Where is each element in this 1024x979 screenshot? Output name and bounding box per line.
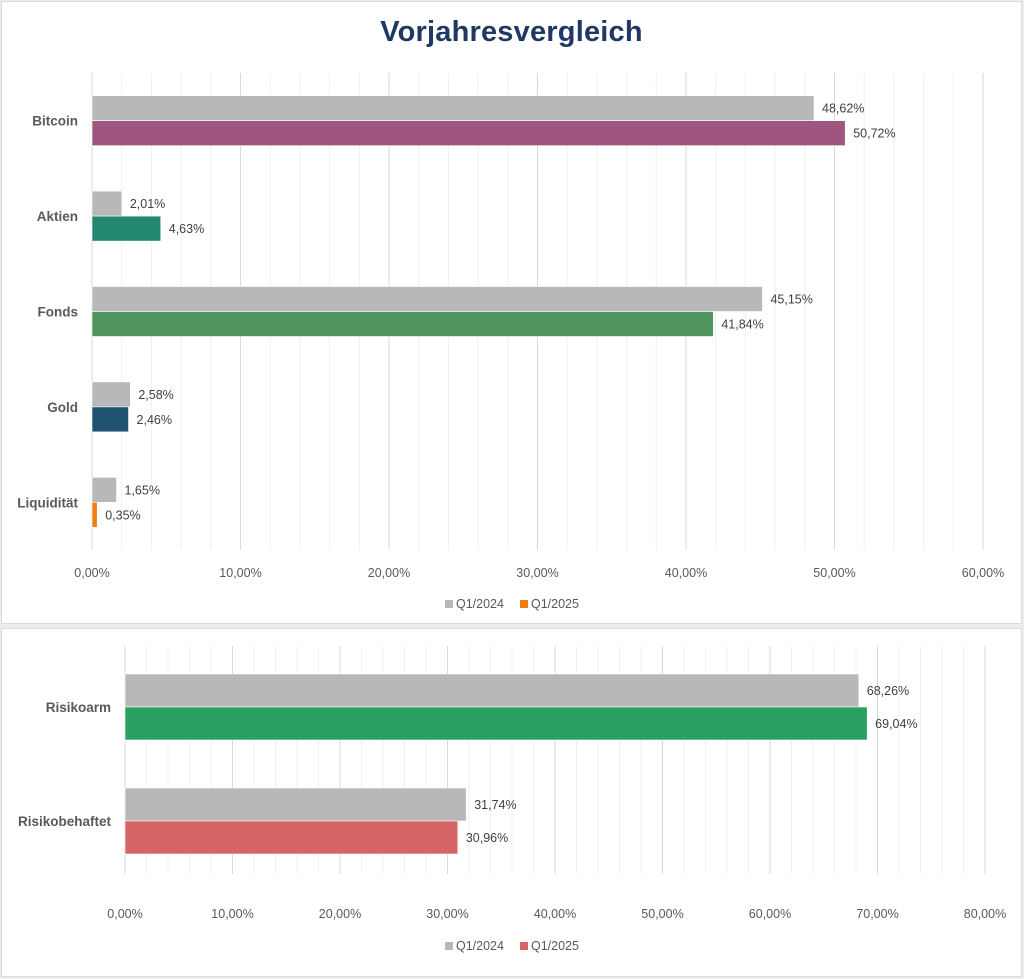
data-label: 69,04% bbox=[875, 717, 917, 731]
chart-card-allocation: Vorjahresvergleich Bitcoin 48,62% 50,72% Ak… bbox=[1, 1, 1022, 624]
x-tick-label: 40,00% bbox=[665, 566, 707, 580]
data-label: 30,96% bbox=[466, 831, 508, 845]
x-tick-label: 30,00% bbox=[426, 907, 468, 921]
x-tick-label: 50,00% bbox=[641, 907, 683, 921]
data-label: 50,72% bbox=[853, 127, 895, 141]
data-label: 2,01% bbox=[130, 197, 165, 211]
category-label: Bitcoin bbox=[32, 114, 78, 129]
bar-q1-2025 bbox=[91, 406, 129, 433]
legend-swatch bbox=[445, 600, 453, 608]
x-tick-label: 20,00% bbox=[368, 566, 410, 580]
data-label: 31,74% bbox=[474, 798, 516, 812]
legend-label: Q1/2025 bbox=[531, 939, 579, 953]
legend-label: Q1/2024 bbox=[456, 597, 504, 611]
x-tick-label: 0,00% bbox=[107, 907, 142, 921]
allocation-bar-chart: Bitcoin 48,62% 50,72% Aktien 2,01% 4,63% Fonds… bbox=[17, 73, 1004, 611]
category-label: Aktien bbox=[37, 209, 78, 224]
category-label: Gold bbox=[47, 400, 78, 415]
legend-swatch bbox=[520, 600, 528, 608]
x-tick-label: 30,00% bbox=[516, 566, 558, 580]
bar-q1-2025 bbox=[124, 820, 459, 855]
data-label: 45,15% bbox=[770, 293, 812, 307]
legend-label: Q1/2024 bbox=[456, 939, 504, 953]
chart-card-risk: Risikoarm 68,26% 69,04% Risikobehaftet 31,74… bbox=[1, 628, 1022, 977]
x-tick-label: 10,00% bbox=[211, 907, 253, 921]
risk-bar-chart: Risikoarm 68,26% 69,04% Risikobehaftet 31,74… bbox=[18, 646, 1006, 953]
legend-swatch bbox=[445, 942, 453, 950]
x-tick-label: 60,00% bbox=[962, 566, 1004, 580]
x-tick-label: 0,00% bbox=[74, 566, 109, 580]
bar-q1-2024 bbox=[91, 381, 131, 408]
bar-q1-2025 bbox=[91, 120, 846, 146]
x-tick-label: 60,00% bbox=[749, 907, 791, 921]
category-label: Risikoarm bbox=[46, 700, 111, 715]
x-tick-label: 50,00% bbox=[813, 566, 855, 580]
bar-q1-2025 bbox=[124, 706, 868, 741]
data-label: 2,58% bbox=[138, 388, 173, 402]
bar-q1-2025 bbox=[91, 215, 162, 242]
bar-q1-2024 bbox=[124, 673, 860, 708]
data-label: 2,46% bbox=[137, 413, 172, 427]
data-label: 68,26% bbox=[867, 684, 909, 698]
bar-q1-2024 bbox=[91, 95, 815, 121]
data-label: 1,65% bbox=[125, 483, 160, 497]
x-tick-label: 40,00% bbox=[534, 907, 576, 921]
legend-label: Q1/2025 bbox=[531, 597, 579, 611]
x-tick-label: 20,00% bbox=[319, 907, 361, 921]
category-label: Fonds bbox=[38, 305, 79, 320]
bar-q1-2025 bbox=[91, 311, 714, 337]
bar-q1-2024 bbox=[124, 787, 467, 822]
bar-q1-2024 bbox=[91, 476, 117, 503]
chart-title: Vorjahresvergleich bbox=[380, 16, 643, 48]
x-tick-label: 80,00% bbox=[964, 907, 1006, 921]
data-label: 48,62% bbox=[822, 102, 864, 116]
bar-q1-2024 bbox=[91, 286, 763, 312]
x-tick-label: 70,00% bbox=[856, 907, 898, 921]
category-label: Liquidität bbox=[17, 495, 78, 510]
data-label: 4,63% bbox=[169, 222, 204, 236]
data-label: 0,35% bbox=[105, 508, 140, 522]
legend-swatch bbox=[520, 942, 528, 950]
x-tick-label: 10,00% bbox=[219, 566, 261, 580]
bar-q1-2025 bbox=[91, 501, 98, 528]
category-label: Risikobehaftet bbox=[18, 814, 112, 829]
data-label: 41,84% bbox=[721, 318, 763, 332]
bar-q1-2024 bbox=[91, 190, 123, 217]
